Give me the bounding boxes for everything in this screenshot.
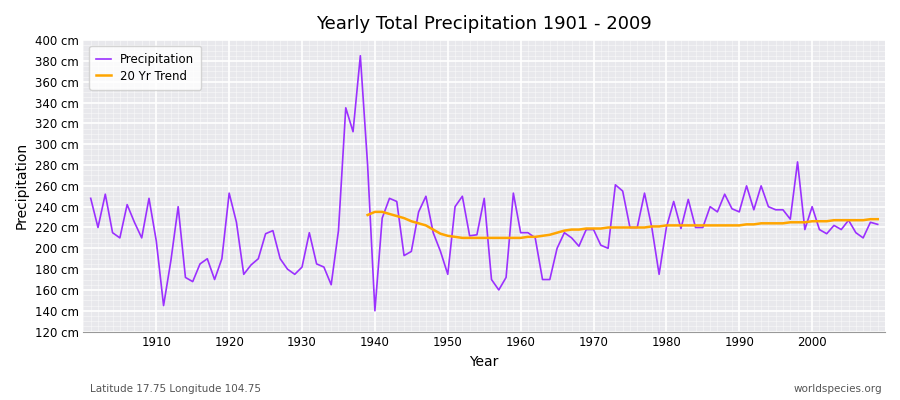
- Precipitation: [347, 129, 358, 134]
- Y-axis label: Precipitation: Precipitation: [15, 142, 29, 230]
- Precipitation: [86, 196, 96, 201]
- Title: Yearly Total Precipitation 1901 - 2009: Yearly Total Precipitation 1901 - 2009: [316, 15, 652, 33]
- Legend: Precipitation, 20 Yr Trend: Precipitation, 20 Yr Trend: [89, 46, 202, 90]
- 20 Yr Trend: [625, 225, 635, 230]
- 20 Yr Trend: [384, 212, 395, 216]
- 20 Yr Trend: [858, 218, 868, 222]
- 20 Yr Trend: [362, 212, 373, 217]
- Precipitation: [370, 308, 381, 313]
- 20 Yr Trend: [836, 218, 847, 222]
- 20 Yr Trend: [872, 217, 883, 222]
- Line: 20 Yr Trend: 20 Yr Trend: [367, 212, 878, 238]
- Precipitation: [872, 222, 883, 227]
- Text: Latitude 17.75 Longitude 104.75: Latitude 17.75 Longitude 104.75: [90, 384, 261, 394]
- Precipitation: [144, 196, 155, 201]
- Precipitation: [617, 189, 628, 194]
- 20 Yr Trend: [457, 236, 468, 240]
- Text: worldspecies.org: worldspecies.org: [794, 384, 882, 394]
- Precipitation: [530, 236, 541, 240]
- Precipitation: [523, 230, 534, 235]
- Precipitation: [355, 53, 365, 58]
- 20 Yr Trend: [443, 234, 454, 238]
- Precipitation: [304, 230, 315, 235]
- 20 Yr Trend: [370, 210, 381, 214]
- 20 Yr Trend: [683, 223, 694, 228]
- X-axis label: Year: Year: [470, 355, 499, 369]
- Line: Precipitation: Precipitation: [91, 56, 878, 311]
